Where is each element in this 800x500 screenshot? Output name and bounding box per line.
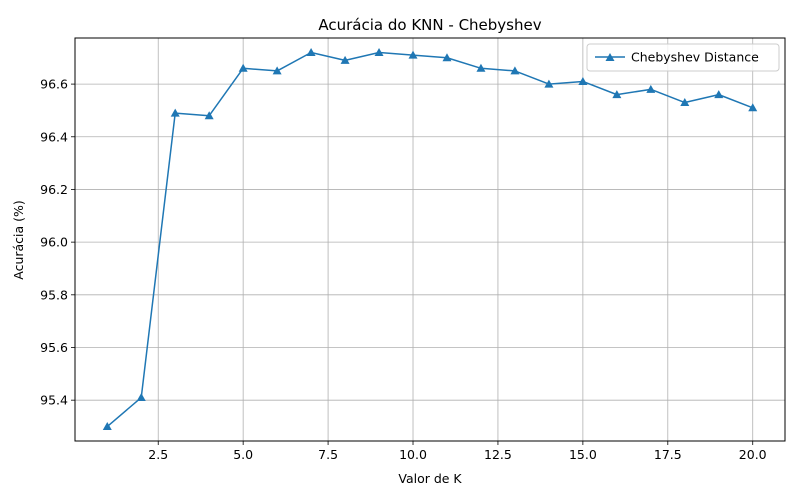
data-point xyxy=(136,393,146,402)
data-point xyxy=(272,66,282,75)
x-tick-label: 15.0 xyxy=(569,447,597,462)
y-tick-label: 96.0 xyxy=(40,235,68,250)
legend: Chebyshev Distance xyxy=(586,43,780,72)
data-point xyxy=(170,108,180,117)
x-tick-label: 10.0 xyxy=(399,447,427,462)
data-point xyxy=(748,103,758,112)
grid xyxy=(75,38,785,441)
data-point xyxy=(102,422,112,431)
y-tick-label: 96.6 xyxy=(40,77,68,92)
data-point xyxy=(578,76,588,85)
y-tick-label: 95.8 xyxy=(40,287,68,302)
legend-box xyxy=(586,43,780,72)
y-axis: 95.4 95.6 95.8 96.0 96.2 96.4 96.6 xyxy=(40,77,75,408)
x-tick-label: 2.5 xyxy=(148,447,168,462)
legend-label: Chebyshev Distance xyxy=(631,50,759,65)
data-point xyxy=(544,79,554,88)
data-point xyxy=(510,66,520,75)
data-point xyxy=(646,84,656,93)
data-point xyxy=(408,50,418,59)
y-axis-label: Acurácia (%) xyxy=(11,200,26,280)
chart-title: Acurácia do KNN - Chebyshev xyxy=(318,16,541,34)
data-point xyxy=(374,47,384,56)
data-point xyxy=(204,111,214,120)
data-point xyxy=(476,63,486,72)
x-tick-label: 12.5 xyxy=(484,447,512,462)
legend-marker xyxy=(605,53,615,61)
y-tick-label: 95.4 xyxy=(40,393,68,408)
series-line xyxy=(106,51,754,428)
data-point xyxy=(238,63,248,72)
data-point xyxy=(340,55,350,64)
data-point xyxy=(612,90,622,99)
y-tick-label: 95.6 xyxy=(40,340,68,355)
x-tick-label: 20.0 xyxy=(739,447,767,462)
data-point xyxy=(714,90,724,99)
plot-frame xyxy=(74,37,786,442)
x-axis: 2.5 5.0 7.5 10.0 12.5 15.0 17.5 20.0 xyxy=(148,441,767,462)
series-layer xyxy=(102,47,758,431)
x-tick-label: 7.5 xyxy=(318,447,338,462)
data-point xyxy=(306,47,316,56)
y-tick-label: 96.4 xyxy=(40,129,68,144)
data-point xyxy=(680,98,690,107)
data-point xyxy=(442,53,452,62)
y-tick-label: 96.2 xyxy=(40,182,68,197)
x-tick-label: 5.0 xyxy=(233,447,253,462)
x-tick-label: 17.5 xyxy=(654,447,682,462)
x-axis-label: Valor de K xyxy=(398,471,462,486)
